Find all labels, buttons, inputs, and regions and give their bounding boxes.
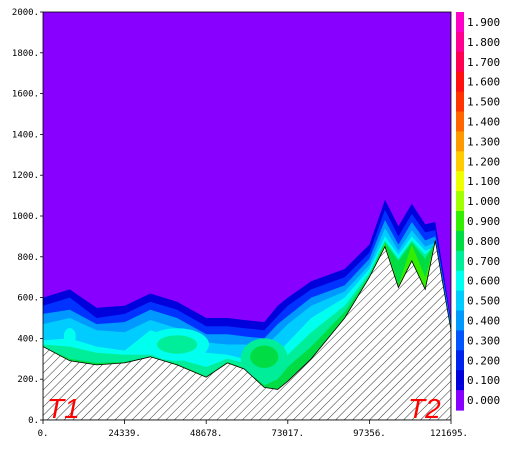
- plot-area: [43, 12, 451, 420]
- colorbar-label: 0.200: [467, 354, 500, 367]
- y-tick-label: 1400.: [12, 130, 39, 140]
- y-tick-label: 1800.: [12, 49, 39, 59]
- colorbar-swatch: [456, 71, 464, 93]
- colorbar-label: 0.400: [467, 315, 500, 328]
- colorbar-swatch: [456, 171, 464, 192]
- colorbar-label: 0.300: [467, 334, 500, 347]
- colorbar-label: 1.000: [467, 195, 500, 208]
- x-axis: 0. 24339. 48678. 73017. 97356. 121695.: [38, 420, 468, 439]
- x-tick-label: 0.: [38, 429, 49, 439]
- colorbar-swatch: [456, 151, 464, 172]
- colorbar-swatch: [456, 370, 464, 391]
- colorbar-swatch: [456, 350, 464, 371]
- colorbar-label: 1.500: [467, 96, 500, 109]
- colorbar-label: 0.800: [467, 235, 500, 248]
- colorbar-swatch: [456, 211, 464, 232]
- colorbar-swatch: [456, 310, 464, 331]
- colorbar-swatch: [456, 191, 464, 212]
- colorbar-swatch: [456, 250, 464, 272]
- colorbar-swatch: [456, 131, 464, 152]
- colorbar-swatch: [456, 12, 464, 33]
- colorbar-swatch: [456, 111, 464, 132]
- colorbar-swatch: [456, 51, 464, 73]
- contour-blob-0: [63, 328, 76, 345]
- colorbar-swatch: [456, 270, 464, 292]
- colorbar-swatch: [456, 290, 464, 312]
- colorbar: 1.900 1.800 1.700 1.600 1.500 1.400 1.300 1.200…: [456, 12, 500, 411]
- colorbar-label: 1.900: [467, 16, 500, 29]
- y-tick-label: 1200.: [12, 171, 39, 181]
- colorbar-label: 0.900: [467, 215, 500, 228]
- contour-blob-4: [250, 345, 279, 368]
- colorbar-label: 1.700: [467, 56, 500, 69]
- x-tick-label: 97356.: [353, 429, 386, 439]
- end-label: T2: [408, 393, 441, 424]
- terrain: [43, 240, 451, 420]
- colorbar-label: 0.600: [467, 275, 500, 288]
- colorbar-label: 0.700: [467, 255, 500, 268]
- start-label: T1: [47, 393, 80, 424]
- colorbar-swatch: [456, 91, 464, 113]
- y-tick-label: 1600.: [12, 90, 39, 100]
- colorbar-swatch: [456, 390, 464, 411]
- colorbar-swatch: [456, 330, 464, 351]
- colorbar-label: 1.200: [467, 155, 500, 168]
- x-tick-label: 121695.: [430, 429, 468, 439]
- colorbar-swatch: [456, 230, 464, 252]
- colorbar-label: 0.500: [467, 295, 500, 308]
- contour-blob-2: [157, 335, 198, 354]
- x-tick-label: 24339.: [108, 429, 141, 439]
- y-tick-label: 2000.: [12, 8, 39, 18]
- y-tick-label: 0.: [28, 416, 39, 426]
- x-tick-label: 73017.: [272, 429, 305, 439]
- colorbar-swatch: [456, 31, 464, 53]
- y-tick-label: 800.: [17, 253, 39, 263]
- y-tick-label: 400.: [17, 334, 39, 344]
- x-tick-label: 48678.: [190, 429, 223, 439]
- colorbar-label: 0.100: [467, 374, 500, 387]
- y-axis: 0. 200. 400. 600. 800. 1000. 1200. 1400. 1600. 18…: [12, 8, 43, 426]
- colorbar-label: 1.400: [467, 116, 500, 129]
- colorbar-label: 0.000: [467, 394, 500, 407]
- y-tick-label: 1000.: [12, 212, 39, 222]
- colorbar-label: 1.600: [467, 76, 500, 89]
- y-tick-label: 600.: [17, 294, 39, 304]
- y-tick-label: 200.: [17, 375, 39, 385]
- colorbar-label: 1.800: [467, 36, 500, 49]
- colorbar-label: 1.300: [467, 135, 500, 148]
- colorbar-label: 1.100: [467, 175, 500, 188]
